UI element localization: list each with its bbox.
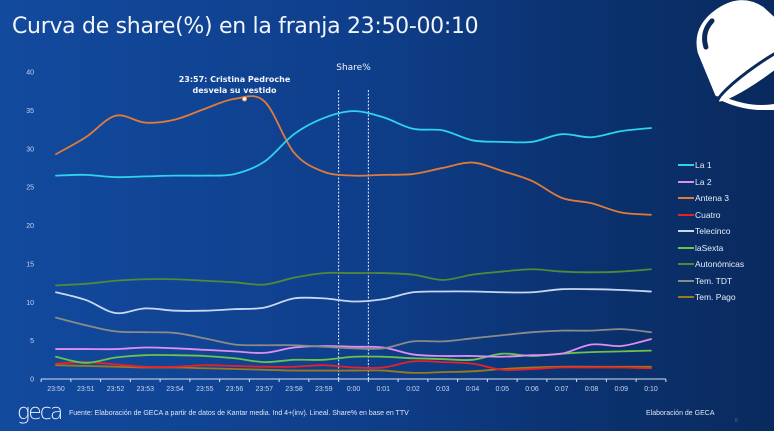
x-tick-label: 23:52 xyxy=(107,386,125,393)
x-tick-label: 23:50 xyxy=(47,386,65,393)
x-axis: 23:50 23:51 23:52 23:53 23:54 23:55 23:56 23:57… xyxy=(40,378,667,393)
x-tick-label: 0:10 xyxy=(644,386,658,393)
x-tick-label: 23:56 xyxy=(226,386,244,393)
x-tick-label: 0:05 xyxy=(495,386,509,393)
annotation-text-line2: desvela su vestido xyxy=(193,86,277,95)
series-line-tem-tdt xyxy=(55,316,652,350)
bell-icon xyxy=(696,0,774,110)
x-tick-label: 23:51 xyxy=(77,386,95,393)
legend-swatch xyxy=(678,180,694,183)
credit-note: Elaboración de GECA xyxy=(646,410,715,417)
x-tick-label: 0:04 xyxy=(466,386,480,393)
chart-legend: La 1 La 2 Antena 3 Cuatro Telecinco laSexta Au… xyxy=(678,157,744,306)
annotation-text-line1: 23:57: Cristina Pedroche xyxy=(179,75,291,84)
x-tick-label: 0:02 xyxy=(406,386,420,393)
series-line-telecinco xyxy=(55,288,652,315)
legend-swatch xyxy=(678,246,694,249)
legend-label: laSexta xyxy=(695,242,724,253)
highlight-label: Share% xyxy=(336,63,371,73)
y-tick-label: 15 xyxy=(26,261,34,268)
series-line-lasexta xyxy=(55,349,652,364)
legend-label: Telecinco xyxy=(695,226,731,237)
legend-label: Tem. TDT xyxy=(695,275,733,286)
series-lines xyxy=(55,95,652,374)
legend-swatch xyxy=(678,263,694,266)
x-tick-label: 23:55 xyxy=(196,386,214,393)
x-tick-label: 0:06 xyxy=(525,386,539,393)
source-note: Fuente: Elaboración de GECA a partir de … xyxy=(69,410,409,417)
slide-title: Curva de share(%) en la franja 23:50-00:… xyxy=(12,14,479,39)
legend-swatch xyxy=(678,213,694,216)
legend-label: La 1 xyxy=(695,160,712,171)
x-tick-label: 23:57 xyxy=(255,386,273,393)
y-tick-label: 0 xyxy=(30,377,34,384)
legend-swatch xyxy=(678,230,694,233)
legend-swatch xyxy=(678,279,694,282)
series-line-la-1 xyxy=(55,110,652,179)
series-line-cuatro xyxy=(55,360,652,372)
y-tick-label: 20 xyxy=(26,223,34,230)
x-tick-label: 0:00 xyxy=(347,386,361,393)
annotation-group: 23:57: Cristina Pedroche desvela su vesti… xyxy=(179,75,291,102)
x-tick-label: 23:53 xyxy=(136,386,154,393)
legend-item-tem-pago: Tem. Pago xyxy=(678,289,744,306)
x-tick-label: 0:08 xyxy=(585,386,599,393)
y-tick-label: 25 xyxy=(26,185,34,192)
x-tick-label: 0:01 xyxy=(376,386,390,393)
x-tick-label: 23:58 xyxy=(285,386,303,393)
page-number: 6 xyxy=(735,418,738,424)
legend-item-auton-micas: Autonómicas xyxy=(678,256,744,273)
y-tick-label: 40 xyxy=(26,70,34,77)
legend-item-la-2: La 2 xyxy=(678,174,744,191)
legend-item-tem-tdt: Tem. TDT xyxy=(678,273,744,290)
series-line-auton-micas xyxy=(55,268,652,287)
legend-label: Autonómicas xyxy=(695,259,745,270)
y-tick-label: 5 xyxy=(30,338,34,345)
y-tick-label: 35 xyxy=(26,108,34,115)
x-tick-label: 0:07 xyxy=(555,386,569,393)
legend-swatch xyxy=(678,296,694,299)
legend-label: Antena 3 xyxy=(695,193,730,204)
legend-item-antena-3: Antena 3 xyxy=(678,190,744,207)
legend-item-cuatro: Cuatro xyxy=(678,207,744,224)
legend-label: Tem. Pago xyxy=(695,292,736,303)
highlight-band: Share% xyxy=(336,63,371,379)
legend-label: La 2 xyxy=(695,176,712,187)
legend-item-lasexta: laSexta xyxy=(678,240,744,257)
x-tick-label: 23:54 xyxy=(166,386,184,393)
legend-item-la-1: La 1 xyxy=(678,157,744,174)
x-tick-label: 0:03 xyxy=(436,386,450,393)
series-line-antena-3 xyxy=(55,95,652,216)
legend-swatch xyxy=(678,197,694,200)
legend-item-telecinco: Telecinco xyxy=(678,223,744,240)
legend-label: Cuatro xyxy=(695,209,721,220)
y-axis: 0 5 10 15 20 25 30 35 40 xyxy=(26,70,34,384)
y-tick-label: 10 xyxy=(26,300,34,307)
series-line-la-2 xyxy=(55,338,652,358)
annotation-marker xyxy=(241,96,248,102)
legend-swatch xyxy=(678,164,694,167)
x-tick-label: 0:09 xyxy=(614,386,628,393)
y-tick-label: 30 xyxy=(26,146,34,153)
x-tick-label: 23:59 xyxy=(315,386,333,393)
geca-logo: geca xyxy=(17,400,63,425)
